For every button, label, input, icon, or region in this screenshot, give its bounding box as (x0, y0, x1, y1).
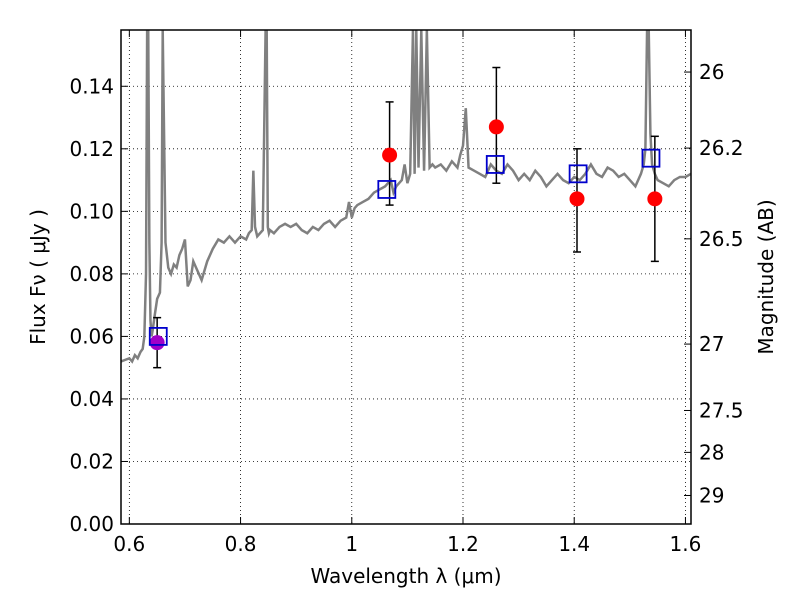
y-tick-label: 0.06 (69, 324, 114, 348)
x-tick-label: 0.8 (225, 532, 257, 556)
observed-point (149, 335, 165, 351)
model-spectrum-line (121, 30, 691, 364)
model-photometry-points (148, 148, 661, 346)
observed-point (647, 191, 663, 207)
x-axis-label: Wavelength λ (μm) (310, 564, 501, 588)
x-tick-label: 1.2 (447, 532, 479, 556)
y2-axis-label: Magnitude (AB) (754, 199, 778, 354)
observed-points (149, 119, 663, 351)
y2-tick-label: 28 (699, 440, 724, 464)
model-photometry-square (377, 180, 397, 199)
x-tick-label: 1.6 (670, 532, 702, 556)
y2-tick-label: 29 (699, 483, 724, 507)
y-tick-label: 0.00 (69, 512, 114, 536)
y2-tick-label: 27.5 (699, 398, 744, 422)
x-tick-label: 1 (345, 532, 358, 556)
y2-tick-label: 26.5 (699, 227, 744, 251)
x-axis: 0.6 0.8 1 1.2 1.4 1.6 (113, 30, 701, 556)
y2-tick-label: 27 (699, 332, 724, 356)
x-tick-label: 0.6 (113, 532, 145, 556)
y-axis-label: Flux Fν ( μJy ) (26, 209, 50, 345)
y-tick-label: 0.10 (69, 199, 114, 223)
plot-frame (120, 29, 692, 525)
y-axis-right: 26 26.2 26.5 27 27.5 28 29 (684, 60, 744, 507)
y-axis-left: 0.00 0.02 0.04 0.06 0.08 0.10 0.12 0.14 (69, 74, 128, 536)
y-tick-label: 0.14 (69, 74, 114, 98)
observed-point (569, 191, 585, 207)
y-tick-label: 0.04 (69, 387, 114, 411)
model-photometry-square (148, 327, 168, 346)
x-tick-label: 1.4 (558, 532, 590, 556)
model-photometry-square (641, 148, 661, 168)
plot-area (121, 30, 691, 369)
observed-point (382, 147, 398, 163)
y-tick-label: 0.12 (69, 137, 114, 161)
y-tick-label: 0.02 (69, 449, 114, 473)
y2-tick-label: 26 (699, 60, 724, 84)
y-tick-label: 0.08 (69, 262, 114, 286)
model-photometry-square (485, 155, 505, 174)
model-photometry-square (568, 164, 588, 184)
observed-point (488, 119, 504, 135)
y2-tick-label: 26.2 (699, 136, 744, 160)
